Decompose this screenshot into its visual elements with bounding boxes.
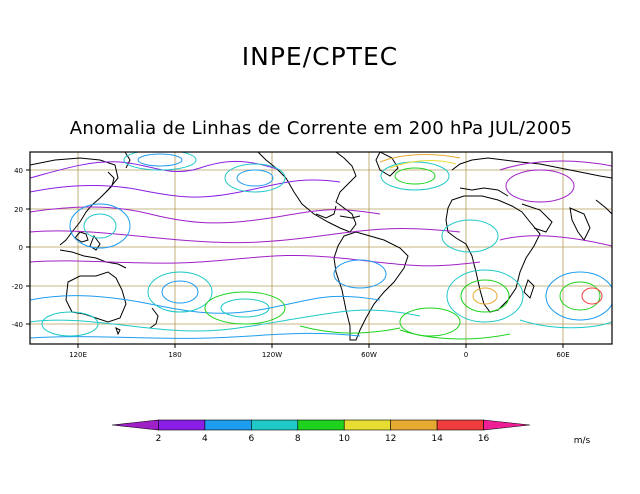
colorbar-swatch [343, 419, 391, 431]
colorbar-tick-label: 10 [338, 434, 350, 444]
colorbar-tick-label: 8 [295, 434, 301, 444]
page-title: INPE/CPTEC [241, 42, 399, 71]
colorbar-swatch [390, 419, 438, 431]
colorbar-unit: m/s [574, 436, 591, 446]
colorbar-tick-label: 4 [202, 434, 208, 444]
map-subtitle: Anomalia de Linhas de Corrente em 200 hP… [69, 118, 573, 139]
colorbar-swatch [251, 419, 299, 431]
lat-tick-label: 0 [19, 244, 23, 252]
colorbar-swatch [111, 419, 159, 431]
colorbar: 2 4 6 8 10 12 14 16 [111, 419, 531, 444]
lat-tick-label: -20 [12, 283, 23, 291]
lat-tick-label: 20 [14, 206, 23, 214]
lon-tick-label: 0 [464, 351, 468, 359]
colorbar-swatch [483, 419, 531, 431]
lon-tick-label: 120W [262, 351, 282, 359]
colorbar-swatch [158, 419, 206, 431]
colorbar-tick-label: 2 [156, 434, 162, 444]
lat-tick-label: 40 [14, 167, 23, 175]
lon-tick-label: 120E [69, 351, 87, 359]
colorbar-tick-label: 14 [431, 434, 443, 444]
frame-ticks [26, 169, 564, 348]
colorbar-tick-label: 6 [248, 434, 254, 444]
coastlines [30, 152, 612, 341]
colorbar-swatch [297, 419, 345, 431]
colorbar-swatch [436, 419, 484, 431]
streamlines [30, 152, 612, 340]
lat-tick-label: -40 [12, 321, 23, 329]
colorbar-swatch [204, 419, 252, 431]
map-frame [29, 151, 613, 345]
lon-tick-label: 60E [556, 351, 569, 359]
colorbar-tick-label: 16 [478, 434, 490, 444]
lon-tick-label: 180 [168, 351, 181, 359]
lon-tick-label: 60W [361, 351, 377, 359]
colorbar-tick-label: 12 [385, 434, 396, 444]
